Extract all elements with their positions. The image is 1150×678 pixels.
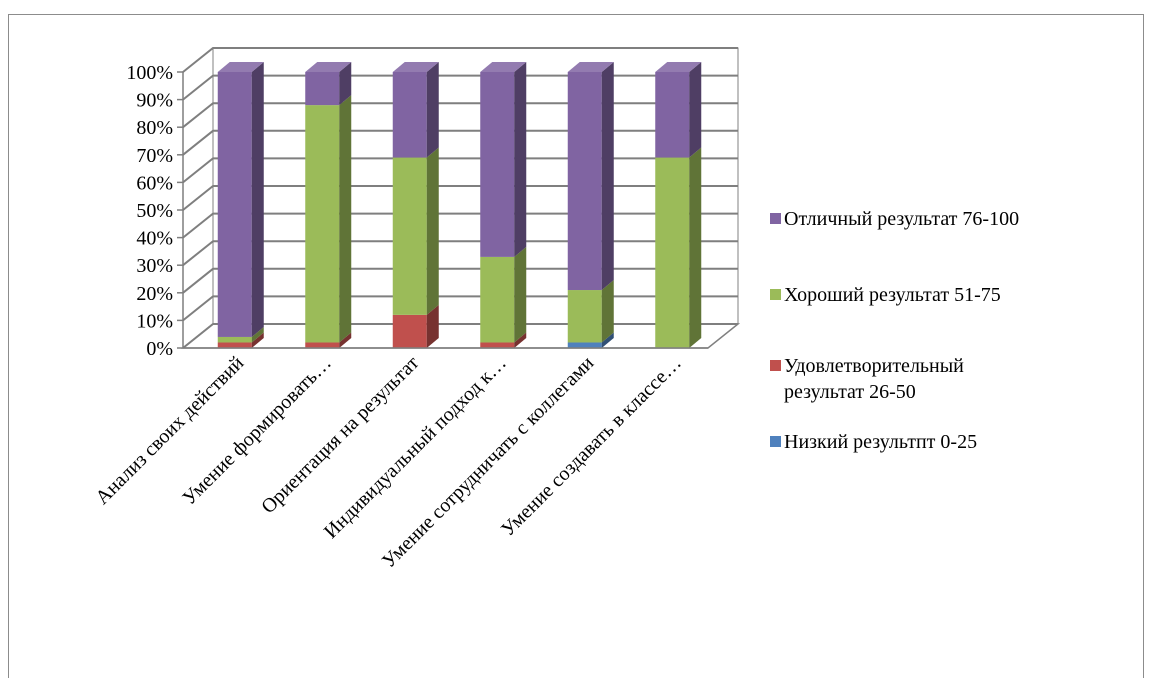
legend-label: Удовлетворительный (784, 355, 964, 377)
x-category-label: Умение формировать… (178, 352, 335, 509)
bar-top (217, 62, 264, 72)
legend-entry: Низкий результпт 0-25 (770, 431, 977, 453)
legend: Отличный результат 76-100 Хороший результ… (770, 208, 1019, 453)
bar-top (392, 62, 439, 72)
bar-top (567, 62, 614, 72)
bar-segment (567, 290, 602, 343)
bar-stack (567, 62, 614, 348)
bar-segment (217, 72, 252, 337)
bar-segment (655, 72, 690, 158)
gridlines (182, 47, 738, 349)
bar-stack (217, 62, 264, 348)
legend-swatch (770, 360, 781, 371)
legend-entry: Отличный результат 76-100 (770, 208, 1019, 230)
gridline (182, 102, 738, 128)
legend-label: Хороший результат 51-75 (784, 284, 1001, 306)
y-tick-label: 70% (136, 145, 173, 167)
bar-segment (392, 157, 427, 315)
bar-segment (217, 342, 252, 348)
bar-stack (655, 62, 702, 348)
bar-segment-side (426, 304, 439, 348)
gridline (182, 47, 738, 73)
bar-segment-side (514, 332, 527, 348)
y-tick-label: 90% (136, 90, 173, 112)
bar-segment (480, 256, 515, 343)
bar-stack (392, 62, 439, 348)
x-category-label: Умение создавать в классе… (497, 352, 686, 541)
bar-segment-side (689, 62, 702, 158)
bar-segment (305, 105, 340, 343)
y-tick-label: 60% (136, 172, 173, 194)
bar-segment (392, 72, 427, 158)
bar-segment (655, 157, 690, 348)
bar-segment-side (251, 332, 264, 348)
bar-segment-side (426, 147, 439, 315)
x-category-label: Индивидуальный подход к… (320, 352, 511, 543)
y-tick-label: 100% (126, 62, 173, 84)
bar-segment-side (251, 326, 264, 343)
legend-entry: Удовлетворительный результат 26-50 (770, 355, 964, 403)
bar-segment (217, 336, 252, 343)
legend-label: Отличный результат 76-100 (784, 208, 1019, 230)
legend-swatch (770, 213, 781, 224)
bar-segment-side (426, 62, 439, 158)
gridline (182, 323, 738, 349)
bar-segment-side (689, 147, 702, 348)
bar-top (480, 62, 527, 72)
bars (217, 62, 702, 348)
legend-label: результат 26-50 (784, 381, 916, 403)
bar-segment (567, 72, 602, 291)
bar-segment (480, 72, 515, 257)
bar-segment-side (339, 62, 352, 106)
bar-segment-side (514, 62, 527, 257)
y-tick-label: 0% (146, 338, 173, 360)
bar-segment (480, 342, 515, 348)
floor (180, 323, 741, 349)
y-tick-label: 50% (136, 200, 173, 222)
bar-segment (305, 342, 340, 348)
bar-segment (305, 72, 340, 106)
gridline (182, 212, 738, 239)
bar-segment-side (601, 62, 614, 291)
y-tick-label: 30% (136, 255, 173, 277)
bar-stack (480, 62, 527, 348)
y-tick-label: 10% (136, 310, 173, 332)
x-category-label: Ориентация на результат (257, 352, 423, 518)
bar-segment-side (514, 246, 527, 343)
bar-segment (567, 342, 602, 348)
gridline (182, 240, 738, 266)
gridline (182, 267, 738, 294)
gridline (182, 185, 738, 211)
gridline (182, 129, 738, 156)
y-tick-label: 20% (136, 283, 173, 305)
bar-stack (305, 62, 352, 348)
legend-label: Низкий результпт 0-25 (784, 431, 977, 453)
bar-segment (392, 314, 427, 348)
bar-top (305, 62, 352, 72)
y-tick-label: 80% (136, 117, 173, 139)
y-tick-label: 40% (136, 228, 173, 250)
chart-walls (180, 47, 741, 349)
bar-segment-side (601, 280, 614, 343)
legend-swatch (770, 436, 781, 447)
bar-segment-side (601, 332, 614, 348)
y-axis: 0% 10% 20% 30% 40% 50% 60% 70% 80% 90% 100% (126, 62, 184, 360)
bar-segment-side (339, 95, 352, 343)
bar-segment-side (251, 62, 264, 337)
legend-swatch (770, 289, 781, 300)
x-category-label: Анализ своих действий (91, 352, 248, 509)
gridline (182, 295, 738, 322)
legend-entry: Хороший результат 51-75 (770, 284, 1001, 306)
bar-segment-side (339, 332, 352, 348)
gridline (182, 74, 738, 101)
bar-top (655, 62, 702, 72)
gridline (182, 157, 738, 184)
